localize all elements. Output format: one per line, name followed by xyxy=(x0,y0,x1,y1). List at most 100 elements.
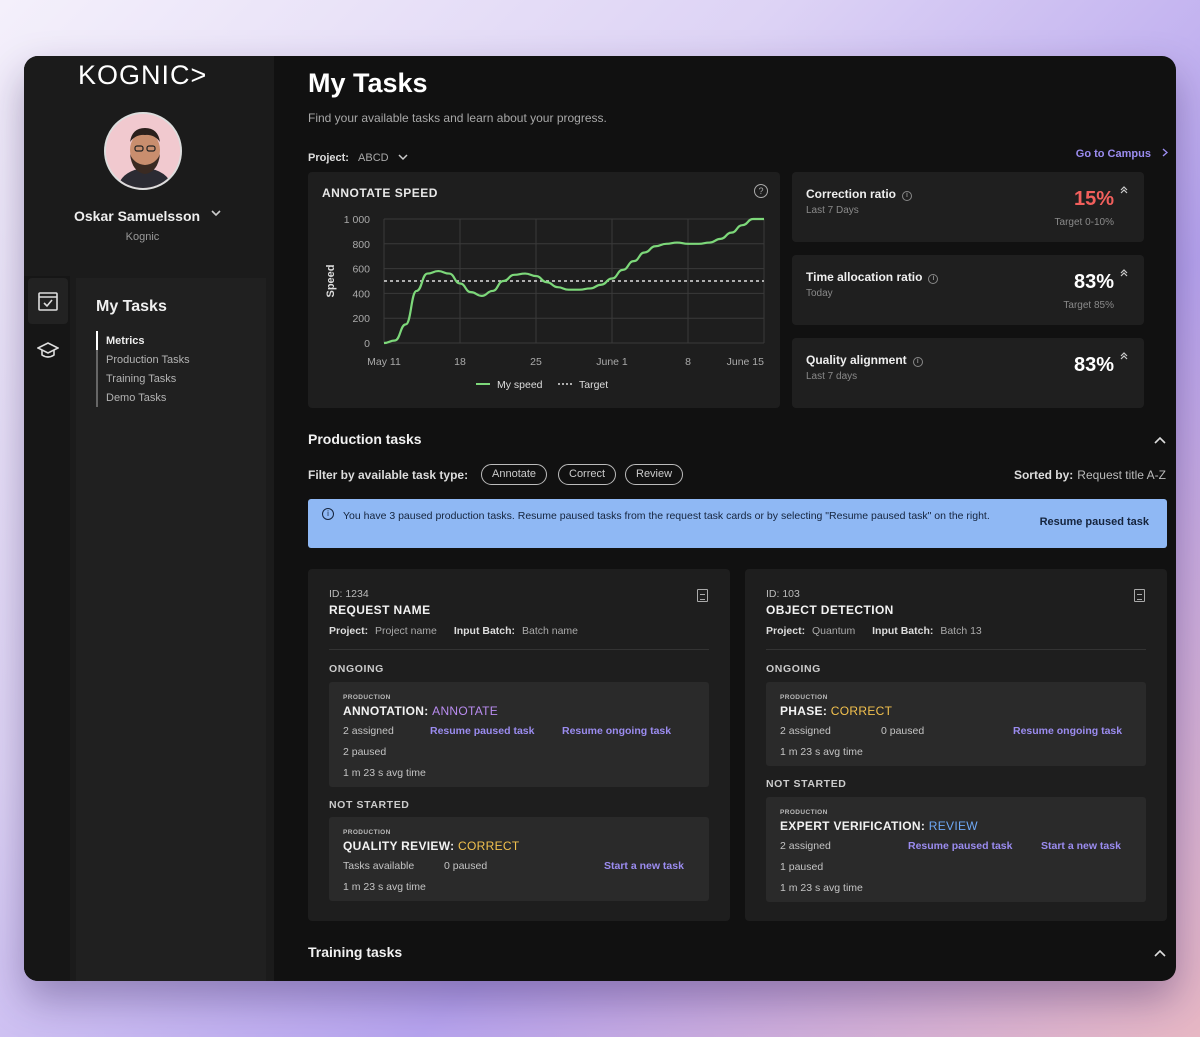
sort-selector[interactable]: Sorted by: Request title A-Z xyxy=(1014,468,1166,482)
task-title-text: EXPERT VERIFICATION: xyxy=(780,819,926,833)
document-icon[interactable] xyxy=(1134,589,1145,602)
task-title-text: PHASE: xyxy=(780,704,828,718)
sidebar: KOGNIC> Oskar Samuelsson Kognic xyxy=(24,56,274,981)
y-tick-label: 1 000 xyxy=(344,214,370,226)
chevron-up-icon[interactable] xyxy=(1154,946,1166,960)
ongoing-label: ONGOING xyxy=(766,663,821,675)
resume-paused-task-link[interactable]: Resume paused task xyxy=(430,725,535,737)
x-tick-label: June 1 xyxy=(596,356,628,368)
divider xyxy=(329,649,709,650)
divider xyxy=(766,649,1146,650)
resume-paused-task-button[interactable]: Resume paused task xyxy=(1039,516,1149,528)
speed-chart: 0 200 400 600 800 1 000 May 11 18 25 June 1 8 June … xyxy=(325,214,765,391)
page-subtitle: Find your available tasks and learn abou… xyxy=(308,111,607,125)
banner-text: You have 3 paused production tasks. Resu… xyxy=(343,510,990,522)
user-name[interactable]: Oskar Samuelsson xyxy=(74,208,201,224)
y-axis-label: Speed xyxy=(325,264,337,297)
project-name: Quantum xyxy=(812,625,856,637)
batch-label: Input Batch: xyxy=(872,625,934,637)
x-tick-label: 18 xyxy=(454,356,466,368)
double-chevron-up-icon xyxy=(1120,186,1128,197)
resume-ongoing-task-link[interactable]: Resume ongoing task xyxy=(1013,725,1123,737)
task-check-icon[interactable] xyxy=(28,278,68,324)
chevron-down-icon[interactable] xyxy=(210,206,222,222)
project-value[interactable]: ABCD xyxy=(358,152,389,164)
metric-title: Correction ratio xyxy=(806,187,897,201)
paused-count: 1 paused xyxy=(780,861,824,873)
x-tick-label: 25 xyxy=(530,356,542,368)
filter-chip-correct[interactable]: Correct xyxy=(558,464,617,485)
request-card: ID: 103 OBJECT DETECTION Project: Quantu… xyxy=(745,569,1167,921)
start-new-task-link[interactable]: Start a new task xyxy=(1041,840,1121,852)
project-selector[interactable]: Project: ABCD xyxy=(308,152,408,164)
paused-count: 0 paused xyxy=(881,725,925,737)
sort-label: Sorted by: xyxy=(1013,468,1074,482)
nav-item-demo-tasks[interactable]: Demo Tasks xyxy=(106,392,167,404)
task-title-text: QUALITY REVIEW: xyxy=(343,839,455,853)
batch-name: Batch 13 xyxy=(940,625,982,637)
metric-value: 83% xyxy=(1073,354,1114,376)
task-box-ongoing: PRODUCTION PHASE: CORRECT 2 assigned 0 p… xyxy=(766,682,1146,766)
task-title: EXPERT VERIFICATION: REVIEW xyxy=(780,819,978,833)
graduation-cap-icon[interactable] xyxy=(28,328,68,374)
main-content: My Tasks Find your available tasks and l… xyxy=(308,56,1169,981)
task-box-not-started: PRODUCTION EXPERT VERIFICATION: REVIEW 2… xyxy=(766,797,1146,902)
task-title: ANNOTATION: ANNOTATE xyxy=(343,704,498,718)
metric-card-time-allocation: Time allocation ratio i Today 83% Target … xyxy=(792,255,1144,325)
task-box-not-started: PRODUCTION QUALITY REVIEW: CORRECT Tasks… xyxy=(329,817,709,901)
metric-title: Time allocation ratio xyxy=(806,270,923,284)
sort-value[interactable]: Request title A-Z xyxy=(1077,468,1166,482)
task-kind: PRODUCTION xyxy=(780,694,828,701)
filter-chip-annotate[interactable]: Annotate xyxy=(481,464,548,485)
metric-card-quality-alignment: Quality alignment i Last 7 days 83% xyxy=(792,338,1144,408)
not-started-label: NOT STARTED xyxy=(766,778,847,790)
avatar[interactable] xyxy=(104,112,182,190)
task-box-ongoing: PRODUCTION ANNOTATION: ANNOTATE 2 assign… xyxy=(329,682,709,787)
task-kind: PRODUCTION xyxy=(343,829,391,836)
document-icon[interactable] xyxy=(697,589,708,602)
info-icon[interactable]: i xyxy=(912,357,923,367)
info-icon: i xyxy=(322,508,334,520)
avg-time: 1 m 23 s avg time xyxy=(780,882,863,894)
campus-link-label[interactable]: Go to Campus xyxy=(1075,148,1151,160)
batch-label: Input Batch: xyxy=(453,625,516,637)
metric-title: Quality alignment xyxy=(806,353,907,367)
start-new-task-link[interactable]: Start a new task xyxy=(604,860,684,872)
y-tick-label: 600 xyxy=(352,264,370,276)
task-kind: PRODUCTION xyxy=(343,694,391,701)
request-name: OBJECT DETECTION xyxy=(766,603,894,617)
app-window: KOGNIC> Oskar Samuelsson Kognic xyxy=(24,56,1176,981)
metric-target: Target 85% xyxy=(1063,300,1114,311)
assigned-count: 2 assigned xyxy=(343,725,394,737)
info-icon[interactable]: i xyxy=(928,274,939,284)
page-title: My Tasks xyxy=(308,68,428,98)
metric-period: Last 7 Days xyxy=(806,205,859,216)
filter-chip-review[interactable]: Review xyxy=(625,464,684,485)
task-title: QUALITY REVIEW: CORRECT xyxy=(343,839,519,853)
x-tick-label: June 15 xyxy=(727,356,765,368)
nav-item-metrics[interactable]: Metrics xyxy=(96,331,190,350)
nav-item-production-tasks[interactable]: Production Tasks xyxy=(106,354,190,366)
chevron-up-icon[interactable] xyxy=(1154,433,1166,447)
info-icon[interactable]: i xyxy=(902,191,913,201)
kognic-logo[interactable]: KOGNIC> xyxy=(78,60,208,90)
request-id: ID: 103 xyxy=(766,588,800,600)
ongoing-label: ONGOING xyxy=(329,663,384,675)
chevron-down-icon[interactable] xyxy=(398,152,408,164)
project-label: Project: xyxy=(308,152,349,164)
task-kind: PRODUCTION xyxy=(780,809,828,816)
batch-name: Batch name xyxy=(521,625,579,637)
x-tick-label: 8 xyxy=(685,356,691,368)
legend-label-target: Target xyxy=(579,379,608,391)
resume-paused-task-link[interactable]: Resume paused task xyxy=(908,840,1013,852)
task-title: PHASE: CORRECT xyxy=(780,704,892,718)
help-icon[interactable]: ? xyxy=(754,184,768,198)
nav-item-training-tasks[interactable]: Training Tasks xyxy=(106,373,177,385)
resume-ongoing-task-link[interactable]: Resume ongoing task xyxy=(562,725,672,737)
go-to-campus-link[interactable]: Go to Campus xyxy=(1075,148,1169,160)
metric-value: 83% xyxy=(1073,271,1114,293)
project-name: Project name xyxy=(375,625,437,637)
avg-time: 1 m 23 s avg time xyxy=(343,767,426,779)
annotate-speed-card: 0 200 400 600 800 1 000 May 11 18 25 June 1 8 June … xyxy=(308,172,780,408)
request-name: REQUEST NAME xyxy=(329,603,431,617)
